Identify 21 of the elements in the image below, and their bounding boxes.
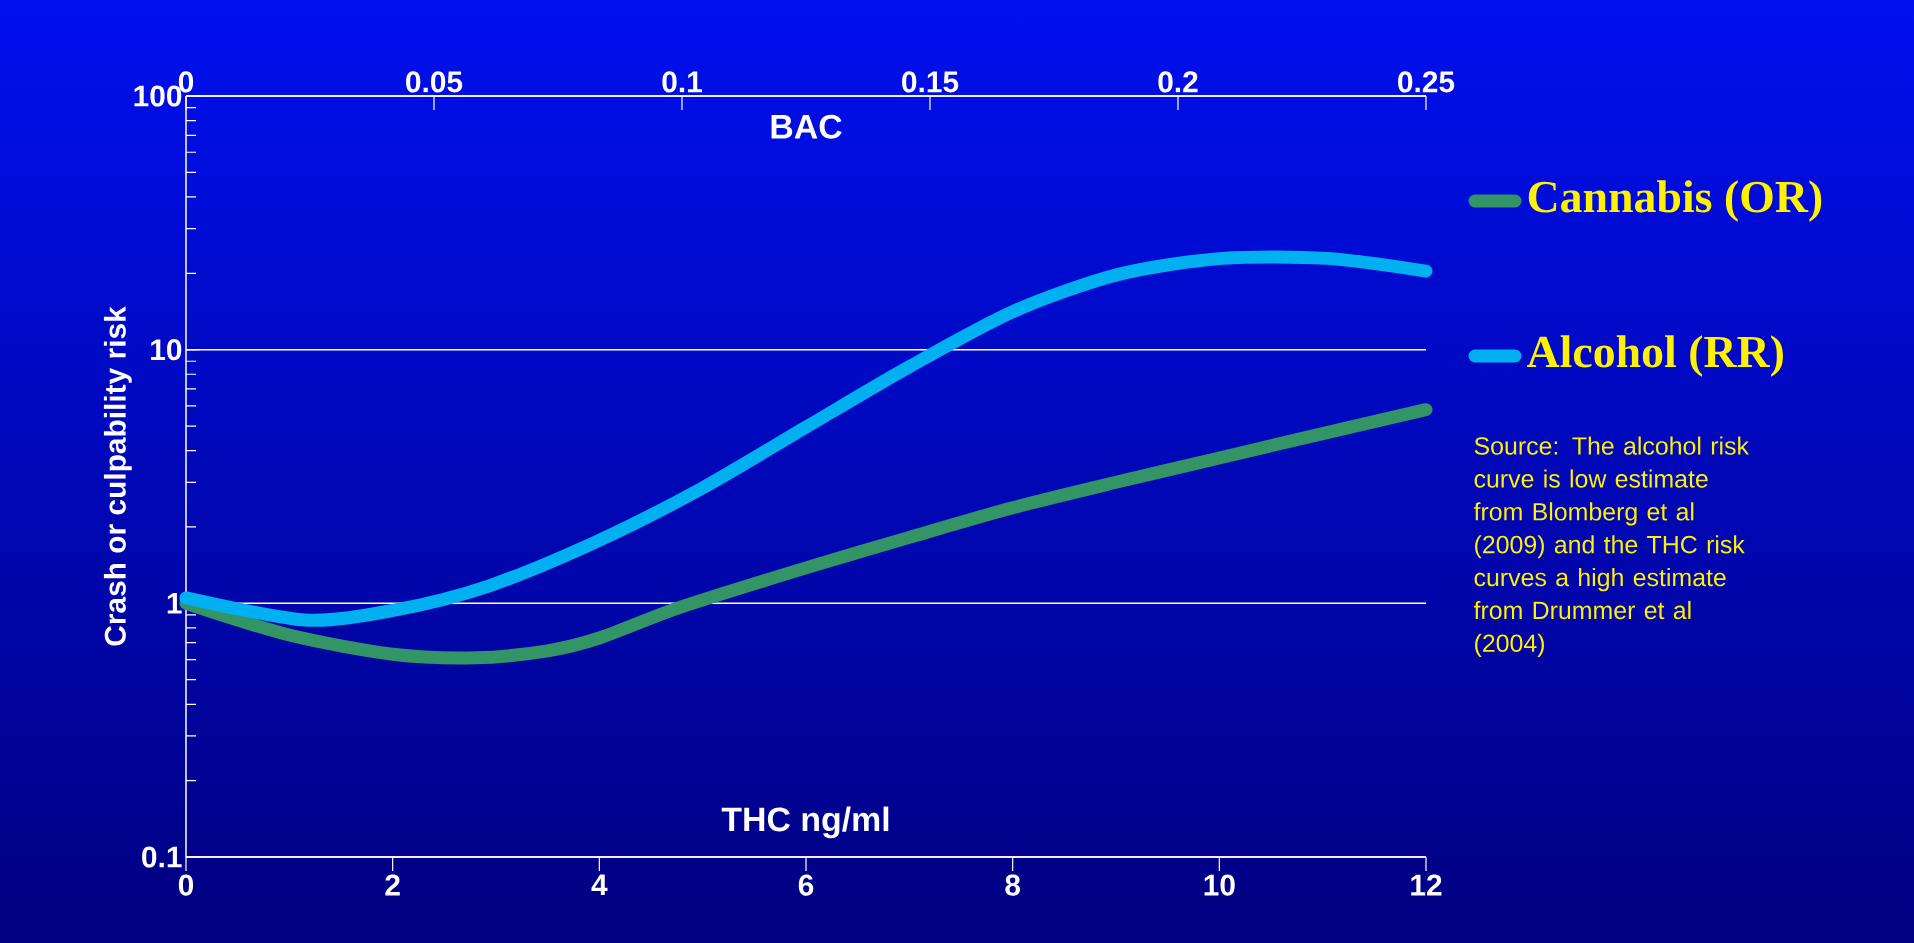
x-tick-label: 2 (385, 874, 400, 896)
source-note: Source: The alcohol risk curve is low estimate from Blomberg et al (2009) and the THC risk curves a high estimate from Drummer et al (2004) (1473, 436, 1749, 657)
x-tick-label: 6 (798, 874, 814, 896)
legend-label: Cannabis (OR) (1528, 180, 1822, 222)
y-axis-title: Crash or culpability risk (103, 306, 132, 646)
x2-axis-title: BAC (771, 114, 842, 139)
x-tick-label: 0 (178, 874, 194, 896)
y-tick-label: 1 (167, 593, 182, 614)
x2-tick-label: 0.1 (662, 71, 702, 93)
x-tick-label: 12 (1411, 874, 1442, 896)
x-tick-label: 8 (1005, 874, 1021, 896)
x2-tick-label: 0.2 (1158, 71, 1198, 93)
x2-tick-label: 0.05 (406, 71, 463, 93)
x2-tick-label: 0.15 (902, 71, 959, 93)
y-tick-label: 0.1 (142, 846, 182, 868)
x-tick-label: 10 (1204, 874, 1235, 896)
y-tick-label: 10 (151, 339, 182, 361)
x-tick-label: 4 (591, 874, 608, 896)
x2-tick-label: 0.25 (1398, 71, 1455, 93)
legend-label: Alcohol (RR) (1526, 335, 1783, 377)
x-axis-title: THC ng/ml (721, 806, 889, 839)
